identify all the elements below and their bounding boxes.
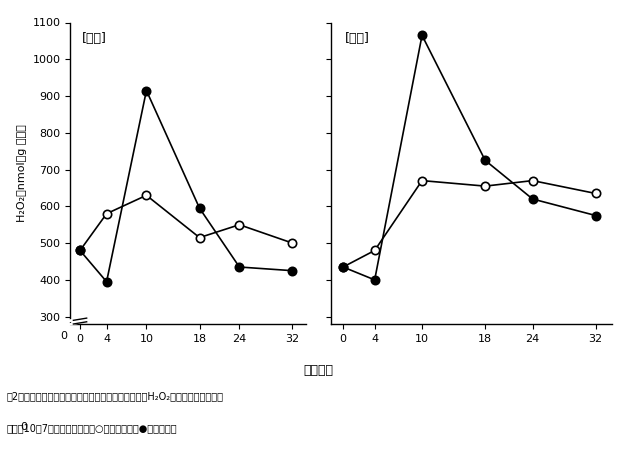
Text: [果皮]: [果皮] xyxy=(82,32,107,45)
Text: [果肉]: [果肉] xyxy=(345,32,370,45)
Text: 図2　低温処理がリンゴ「ふじ」果実の過酸化水素（H₂O₂）含量に及ぼす影響: 図2 低温処理がリンゴ「ふじ」果実の過酸化水素（H₂O₂）含量に及ぼす影響 xyxy=(6,392,224,401)
Text: 処理は10月7日に開始した．　○，高温処理；●，低温処理: 処理は10月7日に開始した． ○，高温処理；●，低温処理 xyxy=(6,423,177,433)
Y-axis label: H₂O₂（nmol／g 乾重）: H₂O₂（nmol／g 乾重） xyxy=(17,124,27,222)
Text: 0: 0 xyxy=(20,422,27,432)
Text: 処理日数: 処理日数 xyxy=(303,364,334,378)
Text: 0: 0 xyxy=(60,331,67,341)
